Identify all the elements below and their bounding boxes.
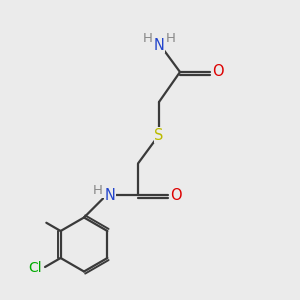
Text: H: H (143, 32, 152, 45)
Text: N: N (154, 38, 164, 52)
Text: N: N (105, 188, 116, 202)
Text: Cl: Cl (28, 262, 42, 275)
Text: H: H (166, 32, 175, 45)
Text: O: O (213, 64, 224, 80)
Text: O: O (171, 188, 182, 202)
Text: S: S (154, 128, 164, 142)
Text: H: H (93, 184, 103, 197)
